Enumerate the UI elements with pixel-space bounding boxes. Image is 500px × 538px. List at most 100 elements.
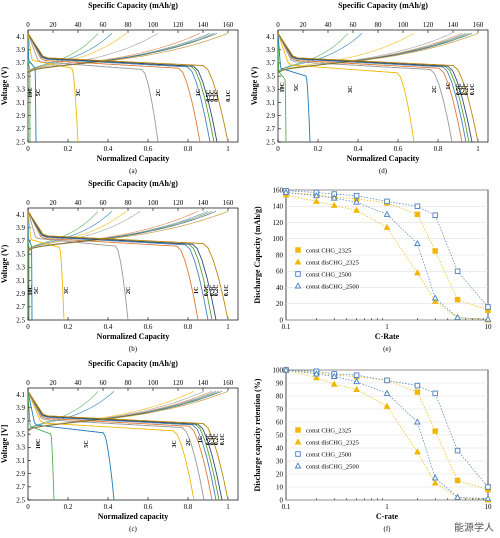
y-tick-label: 2.7 (266, 125, 275, 133)
data-point (383, 223, 391, 230)
discharge-curve-0.1C (28, 33, 229, 142)
data-point (484, 494, 492, 502)
y-tick-label: 90 (276, 379, 284, 387)
x-tick-label: 0.1 (282, 323, 291, 331)
data-point (282, 366, 290, 373)
x-axis-title: Normalized Capacity (97, 332, 170, 341)
data-point (353, 198, 360, 205)
x-tick-label: 0.4 (104, 145, 113, 153)
top-tick-label: 20 (50, 21, 58, 29)
top-tick-label: 120 (173, 21, 184, 29)
x-tick-label: 0.6 (144, 503, 153, 511)
panel-caption: (c) (129, 525, 137, 533)
discharge-curve-5C (278, 33, 311, 142)
legend-marker (294, 258, 302, 265)
discharge-curve-0.5C (28, 391, 217, 500)
data-point (432, 428, 438, 434)
curve-label-10C: 10C (28, 87, 34, 97)
top-tick-label: 80 (125, 21, 133, 29)
data-point (282, 188, 290, 195)
top-tick-label: 40 (75, 199, 83, 207)
discharge-curve-0.2C (278, 33, 473, 142)
curves (278, 32, 479, 142)
x-tick-label: 0.6 (394, 145, 403, 153)
x-tick-label: 0.2 (64, 503, 73, 511)
y-tick-label: 3.1 (16, 277, 25, 285)
discharge-curve-0.1C (28, 391, 229, 500)
top-tick-label: 120 (173, 199, 184, 207)
data-point (313, 374, 320, 381)
curve-label-2C: 2C (432, 86, 438, 93)
top-tick-label: 60 (100, 199, 108, 207)
legend-marker (295, 247, 301, 253)
x-tick-label: 0 (276, 145, 280, 153)
curves (28, 210, 229, 320)
legend-entry: const disCHG_2500 (306, 283, 359, 290)
chart-e: 0 20 40 60 80 100 120 140 160 0.1 1 10 C-Rate Dischar… (253, 186, 493, 353)
data-point (330, 372, 338, 379)
y-tick-label: 2.9 (266, 112, 275, 120)
top-tick-label: 40 (325, 21, 333, 29)
top-tick-label: 100 (148, 379, 159, 387)
x-tick-label: 0.2 (64, 145, 73, 153)
y-tick-label: 70 (276, 405, 284, 413)
x-axis-title: C-Rate (375, 332, 400, 341)
x-tick-label: 1 (385, 503, 389, 511)
x-tick-label: 1 (226, 503, 230, 511)
charge-curve-5C (278, 33, 363, 74)
data-point (383, 210, 391, 217)
data-point (484, 315, 492, 322)
discharge-curve-5C (28, 211, 33, 320)
y-axis-title: Voltage (V) (250, 66, 259, 105)
y-tick-label: 4.1 (16, 33, 25, 41)
discharge-curve-0.2C (28, 211, 217, 320)
series-line-0 (285, 369, 489, 490)
data-point (414, 389, 421, 395)
top-tick-label: 80 (125, 199, 133, 207)
curve-label-10C: 10C (36, 439, 42, 449)
legend-entry: const disCHG_2325 (306, 439, 359, 446)
discharge-curve-0.5C (28, 211, 209, 320)
curve-label-3C: 3C (76, 89, 82, 96)
curve-label-0.3C: 0.3C (210, 284, 216, 296)
data-point (384, 198, 390, 205)
data-point (414, 269, 421, 276)
data-point (414, 239, 421, 247)
y-tick-label: 60 (276, 268, 284, 276)
y-tick-label: 3.7 (266, 59, 275, 67)
data-point (431, 294, 439, 301)
y-tick-label: 2.5 (266, 138, 275, 146)
y-tick-label: 40 (276, 284, 284, 292)
x-tick-label: 0.8 (184, 503, 193, 511)
top-tick-label: 60 (350, 21, 358, 29)
y-tick-label: 140 (273, 203, 284, 211)
x-tick-label: 0.4 (354, 145, 363, 153)
panel-caption: (f) (384, 525, 392, 533)
panel-caption: (e) (383, 345, 391, 353)
curve-label-0.1C: 0.1C (226, 90, 232, 102)
charge-curve-3C (278, 32, 415, 74)
chart-d: Specific Capacity (mAh/g) 0 20 40 60 80 100 120… (250, 1, 489, 175)
y-tick-label: 60 (276, 418, 284, 426)
top-tick-label: 160 (223, 379, 234, 387)
discharge-curve-10C (28, 33, 31, 142)
y-tick-label: 100 (273, 235, 284, 243)
curve-label-0.3C: 0.3C (210, 433, 216, 445)
curve-label-0.1C: 0.1C (224, 284, 230, 296)
curve-label-0.5C: 0.5C (206, 90, 212, 102)
curve-label-1C: 1C (446, 82, 452, 89)
y-tick-label: 120 (273, 219, 284, 227)
legend-marker (294, 462, 302, 469)
x-tick-label: 0.2 (314, 145, 323, 153)
watermark: 能源学人 (454, 523, 494, 534)
y-tick-label: 2.7 (16, 483, 25, 491)
x-tick-label: 10 (485, 323, 493, 331)
y-tick-label: 3.7 (16, 59, 25, 67)
curve-label-3C: 3C (172, 440, 178, 447)
data-point (454, 447, 461, 454)
curve-label-1C: 1C (198, 436, 204, 443)
top-tick-label: 20 (50, 379, 58, 387)
top-tick-label: 120 (173, 379, 184, 387)
top-tick-label: 20 (50, 199, 58, 207)
y-tick-label: 4.1 (16, 391, 25, 399)
